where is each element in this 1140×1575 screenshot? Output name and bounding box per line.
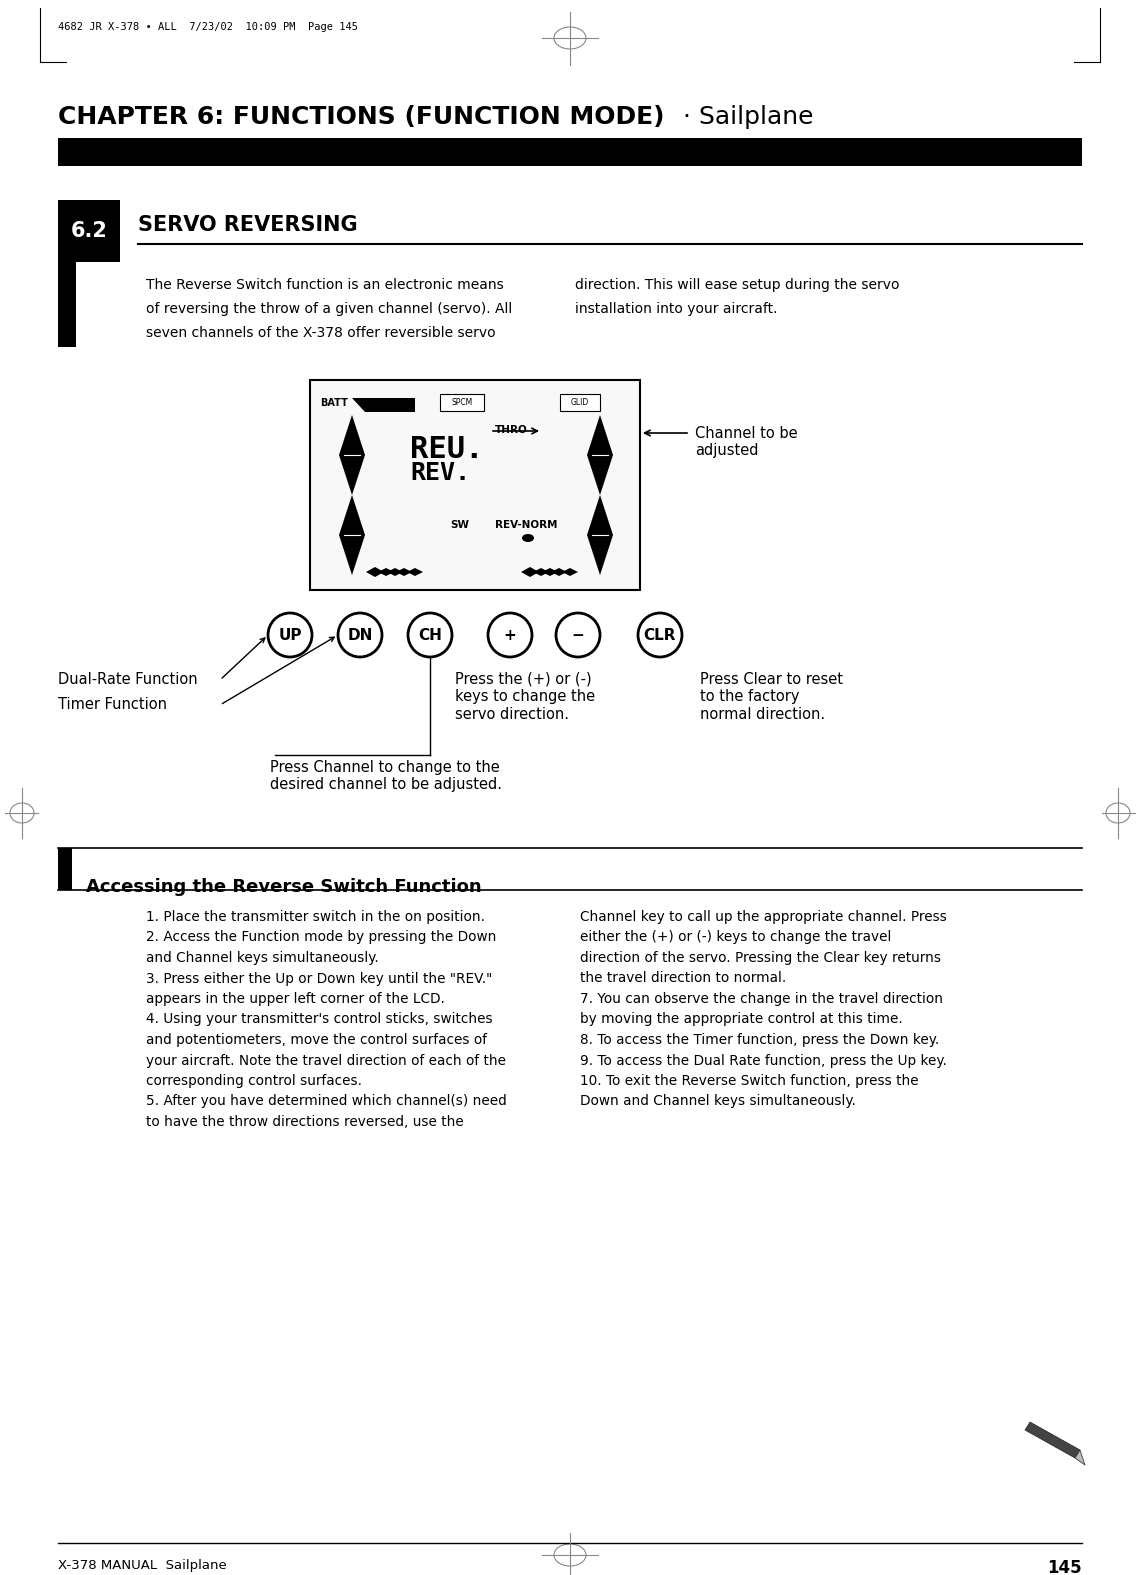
Text: 5. After you have determined which channel(s) need: 5. After you have determined which chann…	[146, 1095, 507, 1109]
Text: SERVO REVERSING: SERVO REVERSING	[138, 216, 358, 235]
Text: and Channel keys simultaneously.: and Channel keys simultaneously.	[146, 951, 378, 965]
Text: 10. To exit the Reverse Switch function, press the: 10. To exit the Reverse Switch function,…	[580, 1074, 919, 1088]
Bar	[310, 380, 640, 591]
Circle shape	[408, 613, 451, 657]
Polygon shape	[1025, 1422, 1080, 1458]
Text: 7. You can observe the change in the travel direction: 7. You can observe the change in the tra…	[580, 992, 943, 1006]
Circle shape	[268, 613, 312, 657]
Polygon shape	[378, 569, 394, 576]
Bar	[58, 847, 72, 890]
Bar	[560, 394, 600, 411]
Polygon shape	[534, 569, 549, 576]
Circle shape	[337, 613, 382, 657]
Text: of reversing the throw of a given channel (servo). All: of reversing the throw of a given channe…	[146, 302, 512, 317]
Text: either the (+) or (-) keys to change the travel: either the (+) or (-) keys to change the…	[580, 931, 891, 945]
Text: THRO: THRO	[495, 425, 528, 435]
Bar	[58, 139, 1082, 165]
Polygon shape	[352, 398, 415, 413]
Text: SPCM: SPCM	[451, 398, 473, 406]
Text: direction. This will ease setup during the servo: direction. This will ease setup during t…	[575, 279, 899, 291]
Text: DN: DN	[348, 627, 373, 643]
Bar	[58, 200, 120, 261]
Text: your aircraft. Note the travel direction of each of the: your aircraft. Note the travel direction…	[146, 1054, 506, 1068]
Text: 3. Press either the Up or Down key until the "REV.": 3. Press either the Up or Down key until…	[146, 972, 492, 986]
Text: Press Channel to change to the
desired channel to be adjusted.: Press Channel to change to the desired c…	[270, 761, 502, 792]
Text: Press the (+) or (-)
keys to change the
servo direction.: Press the (+) or (-) keys to change the …	[455, 673, 595, 721]
Text: CH: CH	[418, 627, 442, 643]
Polygon shape	[1075, 1451, 1085, 1465]
Text: appears in the upper left corner of the LCD.: appears in the upper left corner of the …	[146, 992, 445, 1006]
Text: · Sailplane: · Sailplane	[675, 106, 814, 129]
Text: BATT: BATT	[320, 398, 348, 408]
Text: installation into your aircraft.: installation into your aircraft.	[575, 302, 777, 317]
Text: direction of the servo. Pressing the Clear key returns: direction of the servo. Pressing the Cle…	[580, 951, 940, 965]
Text: 4682 JR X-378 • ALL  7/23/02  10:09 PM  Page 145: 4682 JR X-378 • ALL 7/23/02 10:09 PM Pag…	[58, 22, 358, 32]
Text: 1. Place the transmitter switch in the on position.: 1. Place the transmitter switch in the o…	[146, 910, 484, 925]
Text: REV.: REV.	[410, 461, 470, 485]
Text: Down and Channel keys simultaneously.: Down and Channel keys simultaneously.	[580, 1095, 856, 1109]
Polygon shape	[386, 569, 404, 576]
Text: +: +	[504, 627, 516, 643]
Text: UP: UP	[278, 627, 302, 643]
Circle shape	[638, 613, 682, 657]
Text: Timer Function: Timer Function	[58, 698, 166, 712]
Text: Dual-Rate Function: Dual-Rate Function	[58, 673, 197, 687]
Text: and potentiometers, move the control surfaces of: and potentiometers, move the control sur…	[146, 1033, 487, 1047]
Text: 4. Using your transmitter's control sticks, switches: 4. Using your transmitter's control stic…	[146, 1013, 492, 1027]
Text: CLR: CLR	[644, 627, 676, 643]
Text: 145: 145	[1048, 1559, 1082, 1575]
Text: CHAPTER 6: FUNCTIONS (FUNCTION MODE): CHAPTER 6: FUNCTIONS (FUNCTION MODE)	[58, 106, 665, 129]
Text: seven channels of the X-378 offer reversible servo: seven channels of the X-378 offer revers…	[146, 326, 496, 340]
Text: the travel direction to normal.: the travel direction to normal.	[580, 972, 787, 986]
Text: by moving the appropriate control at this time.: by moving the appropriate control at thi…	[580, 1013, 903, 1027]
Text: X-378 MANUAL  Sailplane: X-378 MANUAL Sailplane	[58, 1559, 227, 1572]
Text: SW: SW	[450, 520, 469, 531]
Bar	[440, 394, 484, 411]
Text: to have the throw directions reversed, use the: to have the throw directions reversed, u…	[146, 1115, 464, 1129]
Text: 8. To access the Timer function, press the Down key.: 8. To access the Timer function, press t…	[580, 1033, 939, 1047]
Polygon shape	[521, 567, 539, 576]
Text: corresponding control surfaces.: corresponding control surfaces.	[146, 1074, 363, 1088]
Text: −: −	[571, 627, 585, 643]
Polygon shape	[339, 414, 365, 495]
Polygon shape	[542, 569, 557, 576]
Polygon shape	[396, 569, 412, 576]
Polygon shape	[407, 569, 423, 576]
Circle shape	[556, 613, 600, 657]
Circle shape	[488, 613, 532, 657]
Ellipse shape	[522, 534, 534, 542]
Polygon shape	[551, 569, 567, 576]
Text: Channel key to call up the appropriate channel. Press: Channel key to call up the appropriate c…	[580, 910, 947, 925]
Text: REV-NORM: REV-NORM	[495, 520, 557, 531]
Text: REU.: REU.	[410, 435, 483, 465]
Polygon shape	[562, 569, 578, 576]
Text: 6.2: 6.2	[71, 221, 107, 241]
Text: Press Clear to reset
to the factory
normal direction.: Press Clear to reset to the factory norm…	[700, 673, 842, 721]
Polygon shape	[339, 495, 365, 575]
Text: 2. Access the Function mode by pressing the Down: 2. Access the Function mode by pressing …	[146, 931, 496, 945]
Polygon shape	[587, 495, 613, 575]
Polygon shape	[587, 414, 613, 495]
Text: Accessing the Reverse Switch Function: Accessing the Reverse Switch Function	[86, 877, 481, 896]
Text: Channel to be
adjusted: Channel to be adjusted	[695, 425, 798, 458]
Text: The Reverse Switch function is an electronic means: The Reverse Switch function is an electr…	[146, 279, 504, 291]
Text: 9. To access the Dual Rate function, press the Up key.: 9. To access the Dual Rate function, pre…	[580, 1054, 947, 1068]
Text: GLID: GLID	[571, 398, 589, 406]
Polygon shape	[366, 567, 384, 576]
Bar	[58, 261, 76, 346]
